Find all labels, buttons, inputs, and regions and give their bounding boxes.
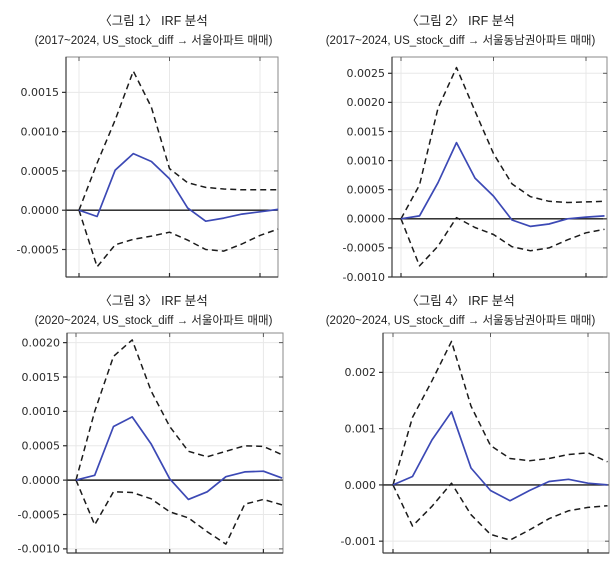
y-tick-label: 0.0000 (21, 204, 60, 217)
y-tick-label: 0.0020 (22, 336, 61, 349)
y-tick-label: -0.0005 (343, 242, 385, 255)
y-tick-label: 0.0005 (22, 440, 61, 453)
y-tick-label: 0.0015 (22, 371, 61, 384)
chart-title-1: 〈그림 1〉 IRF 분석 (99, 14, 208, 28)
irf-panel-2: 〈그림 2〉 IRF 분석 (2017~2024, US_stock_diff … (307, 0, 614, 283)
upper-band-line (392, 340, 608, 486)
irf-panel-1: 〈그림 1〉 IRF 분석 (2017~2024, US_stock_diff … (0, 0, 307, 283)
irf-panel-3: 〈그림 3〉 IRF 분석 (2020~2024, US_stock_diff … (0, 284, 307, 567)
irf-response-line (400, 141, 605, 228)
y-tick-label: -0.0005 (17, 243, 59, 256)
y-tick-label: -0.001 (341, 535, 376, 548)
lower-band-line (78, 209, 279, 268)
upper-band-line (78, 70, 279, 211)
plot-frame (65, 56, 279, 278)
y-tick-label: 0.0020 (347, 96, 386, 109)
chart-subtitle-1: (2017~2024, US_stock_diff → 서울아파트 매매) (34, 35, 273, 47)
y-tick-label: 0.002 (345, 366, 377, 379)
y-tick-label: 0.0015 (21, 86, 60, 99)
y-tick-label: 0.0000 (347, 213, 386, 226)
y-tick-label: 0.0015 (347, 125, 386, 138)
y-tick-label: 0.0010 (347, 154, 386, 167)
y-tick-label: 0.0010 (21, 125, 60, 138)
plot-frame (66, 332, 284, 554)
upper-band-line (75, 339, 283, 481)
y-tick-label: 0.0005 (21, 165, 60, 178)
chart-title-2: 〈그림 2〉 IRF 분석 (406, 14, 515, 28)
irf-panel-4: 〈그림 4〉 IRF 분석 (2020~2024, US_stock_diff … (307, 284, 614, 567)
y-tick-label: -0.0010 (343, 271, 385, 283)
y-tick-label: 0.0025 (347, 67, 386, 80)
chart-title-4: 〈그림 4〉 IRF 분석 (406, 294, 515, 308)
upper-band-line (400, 66, 605, 220)
y-tick-label: -0.0005 (18, 508, 60, 521)
irf-plot-3: 0.0020 0.0015 0.0010 0.0005 0.0000 -0.0005 -0.… (18, 332, 284, 556)
chart-title-3: 〈그림 3〉 IRF 분석 (99, 294, 208, 308)
irf-response-line (392, 410, 608, 502)
irf-response-line (75, 416, 283, 501)
y-tick-label: -0.0010 (18, 543, 60, 556)
chart-subtitle-4: (2020~2024, US_stock_diff → 서울동남권아파트 매매) (325, 315, 596, 327)
irf-plot-1: 0.0015 0.0010 0.0005 0.0000 -0.0005 (17, 56, 279, 278)
irf-response-line (78, 152, 279, 223)
y-tick-label: 0.001 (345, 423, 377, 436)
lower-band-line (400, 216, 605, 267)
plot-frame (391, 56, 608, 278)
irf-plot-4: 0.002 0.001 0.000 -0.001 (341, 332, 610, 554)
plot-frame (382, 332, 610, 554)
lower-band-line (75, 479, 283, 545)
y-tick-label: 0.000 (345, 479, 377, 492)
chart-subtitle-3: (2020~2024, US_stock_diff → 서울아파트 매매) (34, 315, 273, 327)
y-tick-label: 0.0000 (22, 474, 61, 487)
lower-band-line (392, 482, 608, 541)
y-tick-label: 0.0005 (347, 184, 386, 197)
irf-plot-2: 0.0025 0.0020 0.0015 0.0010 0.0005 0.0000 -0.0… (343, 56, 608, 283)
chart-subtitle-2: (2017~2024, US_stock_diff → 서울동남권아파트 매매) (325, 35, 596, 47)
y-tick-label: 0.0010 (22, 405, 61, 418)
